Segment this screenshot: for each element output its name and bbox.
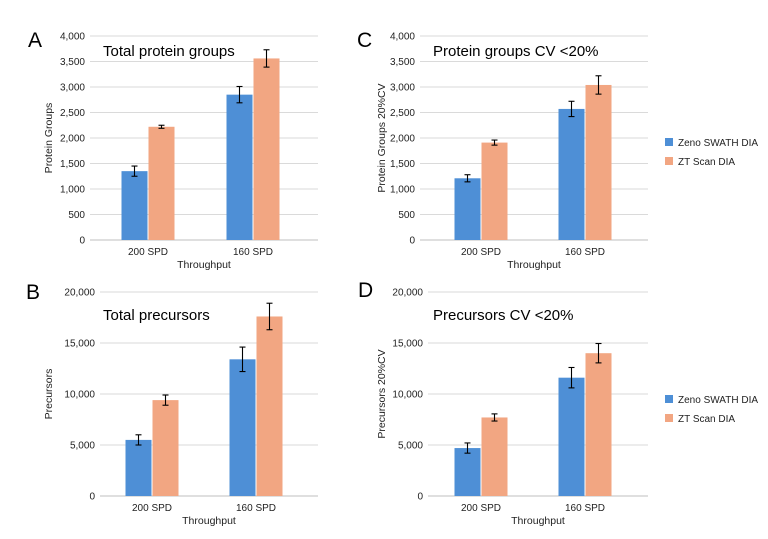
bar-zeno-swath-200spd (121, 171, 148, 240)
panel-a: A Total protein groups 0 500 1,000 1,500 2,000… (28, 29, 318, 271)
bar-zeno-swath-200spd (454, 448, 481, 496)
x-tick-label: 200 SPD (128, 247, 168, 258)
y-tick-label: 4,000 (390, 32, 415, 43)
y-tick-label: 3,500 (60, 57, 85, 68)
y-tick-label: 3,500 (390, 57, 415, 68)
y-tick-label: 2,500 (390, 108, 415, 119)
y-tick-label: 0 (79, 236, 85, 247)
y-tick-label: 5,000 (398, 441, 423, 452)
y-tick-label: 1,000 (60, 185, 85, 196)
x-axis-title: Throughput (182, 515, 236, 527)
chart-title: Protein groups CV <20% (433, 43, 599, 60)
bar-zt-scan-160spd (585, 353, 612, 496)
x-tick-label: 160 SPD (565, 247, 605, 258)
panel-letter: C (357, 29, 372, 52)
x-tick-label: 160 SPD (565, 503, 605, 514)
x-axis-title: Throughput (177, 259, 231, 271)
bar-zt-scan-200spd (481, 417, 508, 496)
y-tick-label: 2,000 (60, 134, 85, 145)
x-axis-title: Throughput (511, 515, 565, 527)
y-tick-label: 500 (68, 210, 85, 221)
panel-letter: D (358, 279, 373, 302)
y-tick-label: 3,000 (390, 83, 415, 94)
x-tick-label: 160 SPD (236, 503, 276, 514)
y-tick-label: 0 (409, 236, 415, 247)
y-tick-label: 1,000 (390, 185, 415, 196)
x-tick-label: 200 SPD (461, 247, 501, 258)
x-axis-title: Throughput (507, 259, 561, 271)
y-tick-label: 500 (398, 210, 415, 221)
bar-zeno-swath-160spd (226, 94, 253, 241)
y-tick-label: 15,000 (392, 339, 423, 350)
y-tick-label: 10,000 (64, 390, 95, 401)
panel-b: B Total precursors 0 5,000 10,000 15,000 20,00… (26, 281, 318, 527)
y-axis-title: Precursors 20%CV (376, 349, 388, 438)
bar-zeno-swath-160spd (558, 377, 585, 496)
y-tick-label: 1,500 (390, 159, 415, 170)
legend-label: ZT Scan DIA (678, 157, 735, 168)
bar-zeno-swath-160spd (229, 359, 256, 496)
bar-zt-scan-160spd (585, 84, 612, 241)
legend-swatch (665, 138, 673, 146)
chart-title: Total protein groups (103, 43, 235, 60)
bar-zt-scan-160spd (253, 58, 280, 240)
bar-zt-scan-200spd (481, 142, 508, 240)
y-axis-title: Protein Groups 20%CV (376, 83, 388, 192)
legend-swatch (665, 157, 673, 165)
legend-label: ZT Scan DIA (678, 414, 735, 425)
y-tick-label: 5,000 (70, 441, 95, 452)
bar-zt-scan-160spd (256, 316, 283, 496)
legend-swatch (665, 395, 673, 403)
y-tick-label: 10,000 (392, 390, 423, 401)
bar-zeno-swath-200spd (125, 439, 152, 496)
y-tick-label: 1,500 (60, 159, 85, 170)
bar-zeno-swath-160spd (558, 108, 585, 241)
panel-d: D Precursors CV <20% 0 5,000 10,000 15,000 20,… (358, 279, 758, 527)
y-axis-title: Protein Groups (43, 103, 55, 174)
panel-letter: A (28, 29, 42, 52)
y-tick-label: 2,000 (390, 134, 415, 145)
bar-zt-scan-200spd (152, 400, 179, 496)
y-tick-label: 0 (89, 492, 95, 503)
panel-c: C Protein groups CV <20% 0 500 1,000 1,500 2,0… (357, 29, 758, 271)
y-tick-label: 20,000 (392, 288, 423, 299)
legend-label: Zeno SWATH DIA (678, 395, 758, 406)
legend: Zeno SWATH DIA ZT Scan DIA (665, 138, 758, 168)
legend: Zeno SWATH DIA ZT Scan DIA (665, 395, 758, 425)
y-tick-label: 15,000 (64, 339, 95, 350)
y-tick-label: 20,000 (64, 288, 95, 299)
bar-zeno-swath-200spd (454, 178, 481, 240)
y-tick-label: 3,000 (60, 83, 85, 94)
x-tick-label: 160 SPD (233, 247, 273, 258)
x-tick-label: 200 SPD (461, 503, 501, 514)
chart-title: Total precursors (103, 307, 210, 324)
x-tick-label: 200 SPD (132, 503, 172, 514)
y-axis-title: Precursors (43, 369, 55, 420)
legend-swatch (665, 414, 673, 422)
y-tick-label: 0 (417, 492, 423, 503)
bar-zt-scan-200spd (148, 126, 175, 240)
legend-label: Zeno SWATH DIA (678, 138, 758, 149)
y-tick-label: 2,500 (60, 108, 85, 119)
panel-letter: B (26, 281, 40, 304)
y-tick-label: 4,000 (60, 32, 85, 43)
chart-title: Precursors CV <20% (433, 307, 573, 324)
